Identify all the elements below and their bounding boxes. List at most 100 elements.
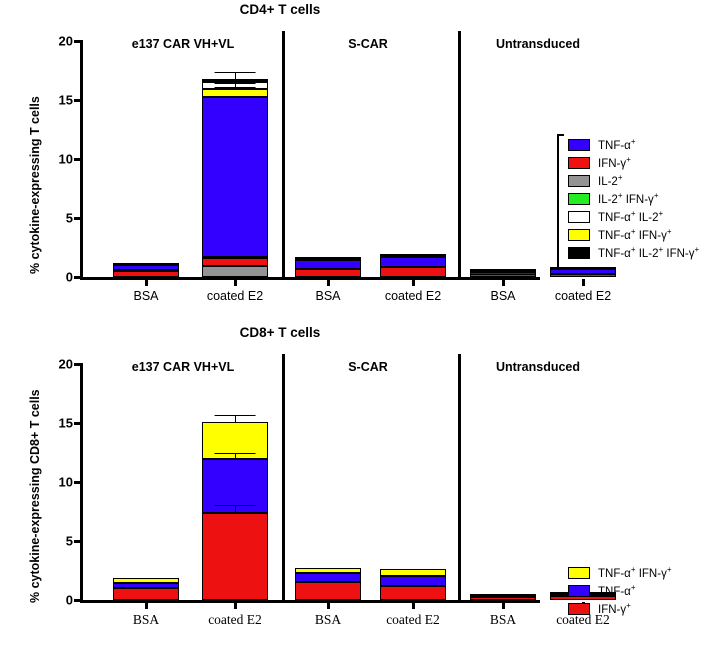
legend-swatch-IL2_IFNg: [568, 193, 590, 205]
error-bar-cap: [214, 452, 256, 454]
legend-label-TNFa_IL2_IFNg: TNF-α+ IL-2+ IFN-γ+: [598, 244, 700, 260]
error-bar-stem: [235, 452, 236, 459]
panel-cd8: CD8+ T cells % cytokine-expressing CD8+ …: [0, 323, 719, 646]
legend-item-TNFa_IL2_IFNg[interactable]: TNF-α+ IL-2+ IFN-γ+: [568, 244, 699, 262]
bar-segment: [380, 569, 446, 576]
group-label-1: e137 CAR VH+VL: [131, 37, 235, 51]
error-bar-stem: [235, 505, 236, 513]
bar-segment: [380, 575, 446, 587]
y-tick: [74, 480, 81, 484]
x-category-label: BSA: [315, 289, 341, 303]
y-tick: [74, 39, 81, 43]
y-tick-label: 20: [58, 33, 73, 49]
bar-coated-e2-6: [550, 266, 616, 277]
bar-segment: [380, 253, 446, 257]
y-tick: [74, 216, 81, 220]
y-tick-label: 0: [65, 592, 73, 608]
bar-segment: [380, 266, 446, 277]
bar-segment: [202, 512, 268, 600]
bar-bsa-5: [470, 269, 536, 277]
group-separator-1: [282, 354, 285, 600]
bar-segment: [113, 265, 179, 271]
legend-label-IL2: IL-2+: [598, 172, 623, 188]
x-axis-line: [80, 600, 540, 603]
bar-segment: [295, 260, 361, 269]
group-label-1: e137 CAR VH+VL: [131, 360, 235, 374]
group-label-2: S-CAR: [348, 37, 388, 51]
x-category-label: BSA: [490, 289, 516, 303]
x-tick: [326, 279, 330, 286]
x-tick: [411, 602, 415, 609]
error-bar-cap: [214, 414, 256, 416]
plot-area-cd4: 20 15 10 5 0 e137 CAR VH+VL S-CAR Untransduced B…: [59, 31, 616, 303]
bar-segment: [295, 573, 361, 582]
x-category-label: coated E2: [384, 289, 442, 303]
legend-item-TNFa[interactable]: TNF-α+: [568, 136, 699, 154]
bar-bsa-3: [295, 568, 361, 600]
legend-cd8: TNF-α+ IFN-γ+ TNF-α+ IFN-γ+: [568, 564, 672, 618]
group-separator-1: [282, 31, 285, 277]
x-tick: [501, 602, 505, 609]
bar-segment: [470, 271, 536, 276]
error-bar: [202, 82, 268, 88]
y-tick-label: 15: [58, 92, 73, 108]
error-bar-cap: [214, 82, 256, 84]
error-bar-cap: [214, 78, 256, 80]
group-label-2: S-CAR: [348, 360, 388, 374]
x-tick: [144, 279, 148, 286]
legend-item-IFNg[interactable]: IFN-γ+: [568, 154, 699, 172]
bar-segment: [202, 257, 268, 267]
y-tick: [74, 98, 81, 102]
bar-segment: [113, 588, 179, 600]
bar-segment: [470, 596, 536, 600]
bar-segment: [470, 269, 536, 272]
panel-cd4: CD4+ T cells % cytokine-expressing T cel…: [28, 2, 699, 303]
legend-item-TNFa_IFNg[interactable]: TNF-α+ IFN-γ+: [568, 564, 672, 582]
legend-item-TNFa_IFNg[interactable]: TNF-α+ IFN-γ+: [568, 226, 699, 244]
y-tick: [74, 275, 81, 279]
bar-segment: [113, 582, 179, 589]
legend-bracket-cd4: [557, 134, 564, 270]
legend-label-TNFa_IFNg: TNF-α+ IFN-γ+: [598, 226, 672, 242]
error-bar-cap: [214, 72, 256, 74]
legend-item-TNFa_IL2[interactable]: TNF-α+ IL-2+: [568, 208, 699, 226]
x-category-label: BSA: [132, 612, 160, 627]
bar-segment: [113, 577, 179, 583]
y-tick: [74, 539, 81, 543]
legend-item-TNFa[interactable]: TNF-α+: [568, 582, 672, 600]
bar-segment: [202, 88, 268, 98]
y-tick: [74, 157, 81, 161]
group-separator-2: [458, 354, 461, 600]
y-tick-label: 15: [58, 415, 73, 431]
panel-title-cd4: CD4+ T cells: [239, 2, 321, 17]
error-bar: [202, 452, 268, 460]
panel-title-cd8: CD8+ T cells: [239, 325, 321, 340]
legend-label-TNFa: TNF-α+: [598, 582, 636, 598]
error-bar-cap: [214, 512, 256, 514]
error-bar-cap: [214, 421, 256, 423]
bar-bsa-5: [470, 593, 536, 600]
group-label-3: Untransduced: [495, 360, 581, 374]
bar-segment: [380, 586, 446, 600]
legend-swatch-IFNg: [568, 157, 590, 169]
bar-bsa-1: [113, 577, 179, 600]
bar-coated-e2-2: [202, 78, 268, 277]
x-category-label: BSA: [489, 612, 517, 627]
x-axis-line: [80, 277, 540, 280]
legend-swatch-IL2: [568, 175, 590, 187]
legend-item-IL2_IFNg[interactable]: IL-2+ IFN-γ+: [568, 190, 699, 208]
x-tick: [233, 279, 237, 286]
legend-item-IL2[interactable]: IL-2+: [568, 172, 699, 190]
legend-swatch-TNFa_IFNg: [568, 229, 590, 241]
bar-segment: [550, 266, 616, 270]
y-tick: [74, 421, 81, 425]
error-bar: [202, 414, 268, 423]
x-category-label: BSA: [133, 289, 159, 303]
x-category-label: coated E2: [206, 289, 264, 303]
bar-segment: [202, 459, 268, 513]
bar-bsa-1: [113, 262, 179, 277]
bar-segment: [550, 274, 616, 277]
y-tick: [74, 362, 81, 366]
y-tick-label: 5: [65, 210, 73, 226]
legend-item-IFNg[interactable]: IFN-γ+: [568, 600, 672, 618]
